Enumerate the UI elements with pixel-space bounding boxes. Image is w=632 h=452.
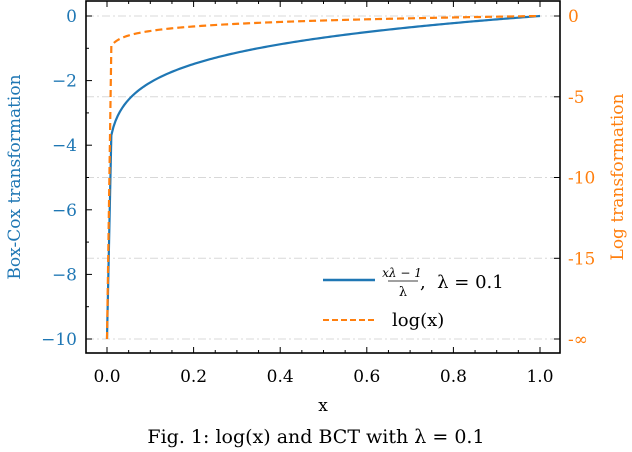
x-tick-label: 0.4 [267,367,294,387]
y-tick-label-left: −8 [52,265,77,285]
x-tick-label: 0.6 [353,367,380,387]
boxcox-line [105,14,541,340]
x-tick-label: 0.0 [93,367,120,387]
y-tick-label-left: −6 [52,201,77,221]
gridlines [86,15,560,340]
y-tick-label-left: 0 [66,7,77,27]
y-tick-label-left: −10 [41,330,77,350]
log-line [105,14,541,340]
x-tick-label: 1.0 [526,367,553,387]
ticks [86,1,560,353]
legend-label-boxcox: , λ = 0.1 [420,272,504,293]
tick-labels: 0.0 0.2 0.4 0.6 0.8 1.0 0 −2 −4 −6 −8 −10 0 -5 -10 -15 -… [41,7,595,387]
y-tick-label-right: -5 [568,88,585,108]
x-axis-label: x [318,396,328,416]
series-layer [105,14,541,340]
y-tick-label-left: −2 [52,72,77,92]
legend-frac-den: λ [399,285,407,300]
legend: xλ − 1 λ , λ = 0.1 log(x) [323,266,504,331]
y-axis-label-right: Log transformation [608,93,628,260]
y-tick-label-right: 0 [568,7,579,27]
legend-label-log: log(x) [392,310,444,331]
y-tick-label-right: -15 [568,249,595,269]
legend-frac-num: xλ − 1 [382,266,422,280]
y-tick-label-left: −4 [52,136,77,156]
y-axis-label-left: Box-Cox transformation [5,74,25,279]
x-tick-label: 0.8 [440,367,467,387]
y-tick-label-right: -∞ [568,330,588,350]
figure-caption: Fig. 1: log(x) and BCT with λ = 0.1 [147,426,485,448]
y-tick-label-right: -10 [568,169,595,189]
x-tick-label: 0.2 [180,367,207,387]
